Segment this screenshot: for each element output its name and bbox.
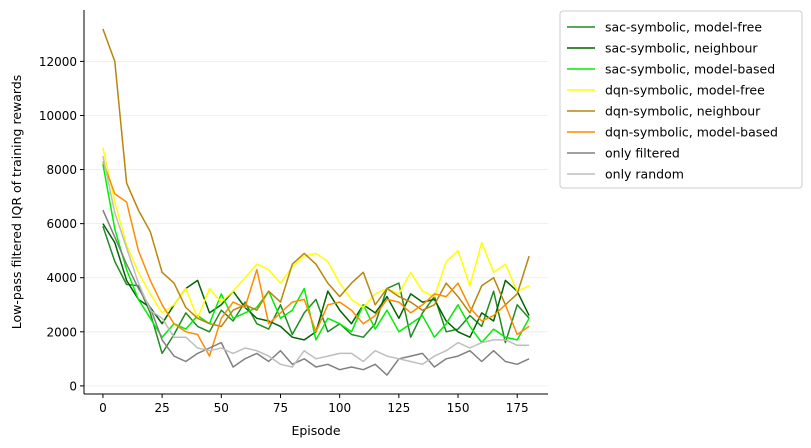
x-tick-label: 150 <box>447 401 470 415</box>
series-line-5 <box>102 28 530 328</box>
legend-frame <box>559 10 803 189</box>
legend-label: sac-symbolic, model-based <box>605 62 775 77</box>
series-line-8 <box>102 155 530 368</box>
series-line-6 <box>102 161 530 357</box>
legend-label: only filtered <box>605 146 680 161</box>
x-tick-label: 50 <box>214 401 229 415</box>
grid <box>84 60 548 387</box>
y-tick-label: 12000 <box>39 55 77 69</box>
series-line-7 <box>102 209 530 376</box>
series-line-1 <box>102 226 530 355</box>
ticks: 0 2000 4000 6000 8000 10000 12000 0 25 50 75 100 125… <box>39 55 529 415</box>
y-tick-label: 10000 <box>39 109 77 123</box>
legend-label: only random <box>605 167 684 182</box>
x-tick-label: 25 <box>154 401 169 415</box>
legend-label: sac-symbolic, neighbour <box>605 41 758 56</box>
series-lines <box>102 28 530 376</box>
x-tick-label: 0 <box>99 401 107 415</box>
x-tick-label: 175 <box>506 401 529 415</box>
legend-label: dqn-symbolic, model-based <box>605 125 778 140</box>
legend-items: sac-symbolic, model-free sac-symbolic, ne… <box>567 20 778 182</box>
x-tick-label: 100 <box>328 401 351 415</box>
series-line-2 <box>102 223 530 341</box>
y-axis-label: Low-pass filtered IQR of training reward… <box>9 75 24 330</box>
y-tick-label: 2000 <box>46 325 77 339</box>
legend-label: dqn-symbolic, model-free <box>605 83 765 98</box>
y-tick-label: 4000 <box>46 271 77 285</box>
y-tick-label: 6000 <box>46 217 77 231</box>
legend-label: dqn-symbolic, neighbour <box>605 104 761 119</box>
y-tick-label: 8000 <box>46 163 77 177</box>
series-line-4 <box>102 147 530 320</box>
x-tick-label: 125 <box>387 401 410 415</box>
legend: sac-symbolic, model-free sac-symbolic, ne… <box>559 10 803 189</box>
x-tick-label: 75 <box>273 401 288 415</box>
x-axis-label: Episode <box>291 423 340 438</box>
legend-label: sac-symbolic, model-free <box>605 20 762 35</box>
y-tick-label: 0 <box>69 379 77 393</box>
axes <box>83 10 548 395</box>
